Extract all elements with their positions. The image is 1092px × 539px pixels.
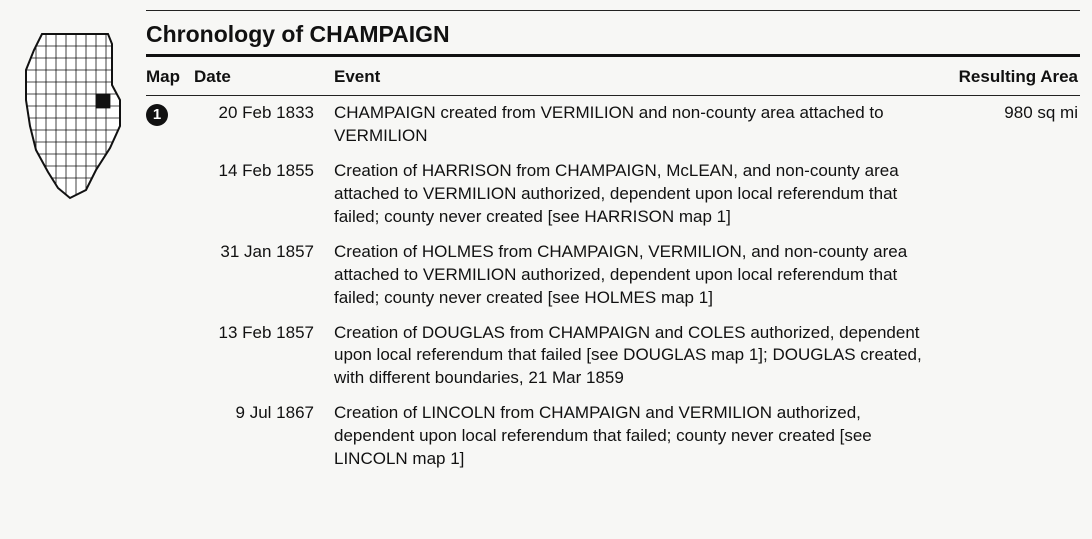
- event-cell: CHAMPAIGN created from VERMILION and non…: [334, 96, 940, 154]
- date-cell: 31 Jan 1857: [194, 235, 334, 316]
- map-marker-cell: 1: [146, 96, 194, 154]
- area-cell: [940, 316, 1080, 397]
- date-text: 13 Feb 1857: [194, 322, 314, 345]
- table-row: 9 Jul 1867 Creation of LINCOLN from CHAM…: [146, 396, 1080, 477]
- table-row: 14 Feb 1855 Creation of HARRISON from CH…: [146, 154, 1080, 235]
- date-cell: 20 Feb 1833: [194, 96, 334, 154]
- map-marker-cell: [146, 235, 194, 316]
- col-date: Date: [194, 57, 334, 95]
- date-text: 31 Jan 1857: [194, 241, 314, 264]
- table-row: 13 Feb 1857 Creation of DOUGLAS from CHA…: [146, 316, 1080, 397]
- event-cell: Creation of HOLMES from CHAMPAIGN, VERMI…: [334, 235, 940, 316]
- date-text: 20 Feb 1833: [194, 102, 314, 125]
- event-cell: Creation of HARRISON from CHAMPAIGN, McL…: [334, 154, 940, 235]
- area-cell: 980 sq mi: [940, 96, 1080, 154]
- col-event: Event: [334, 57, 940, 95]
- map-marker-cell: [146, 154, 194, 235]
- area-cell: [940, 235, 1080, 316]
- page: Chronology of CHAMPAIGN Map Date Event R…: [12, 10, 1080, 477]
- date-cell: 13 Feb 1857: [194, 316, 334, 397]
- date-cell: 14 Feb 1855: [194, 154, 334, 235]
- chronology-table: Map Date Event Resulting Area 1: [146, 57, 1080, 477]
- table-header-row: Map Date Event Resulting Area: [146, 57, 1080, 95]
- area-cell: [940, 396, 1080, 477]
- event-cell: Creation of LINCOLN from CHAMPAIGN and V…: [334, 396, 940, 477]
- header-underline: [146, 95, 1080, 96]
- header-divider-row: [146, 95, 1080, 96]
- area-cell: [940, 154, 1080, 235]
- date-text: 14 Feb 1855: [194, 160, 314, 183]
- chronology-title: Chronology of CHAMPAIGN: [146, 21, 1080, 48]
- map-marker-cell: [146, 396, 194, 477]
- illinois-map-icon: [12, 30, 132, 200]
- map-marker-cell: [146, 316, 194, 397]
- col-map: Map: [146, 57, 194, 95]
- col-area: Resulting Area: [940, 57, 1080, 95]
- highlighted-county: [96, 94, 110, 108]
- table-row: 31 Jan 1857 Creation of HOLMES from CHAM…: [146, 235, 1080, 316]
- content-column: Chronology of CHAMPAIGN Map Date Event R…: [146, 10, 1080, 477]
- top-divider: [146, 10, 1080, 11]
- table-body: 1 20 Feb 1833 CHAMPAIGN created from VER…: [146, 96, 1080, 477]
- map-marker-icon: 1: [146, 104, 168, 126]
- date-cell: 9 Jul 1867: [194, 396, 334, 477]
- date-text: 9 Jul 1867: [194, 402, 314, 425]
- state-map-column: [12, 10, 132, 477]
- table-row: 1 20 Feb 1833 CHAMPAIGN created from VER…: [146, 96, 1080, 154]
- event-cell: Creation of DOUGLAS from CHAMPAIGN and C…: [334, 316, 940, 397]
